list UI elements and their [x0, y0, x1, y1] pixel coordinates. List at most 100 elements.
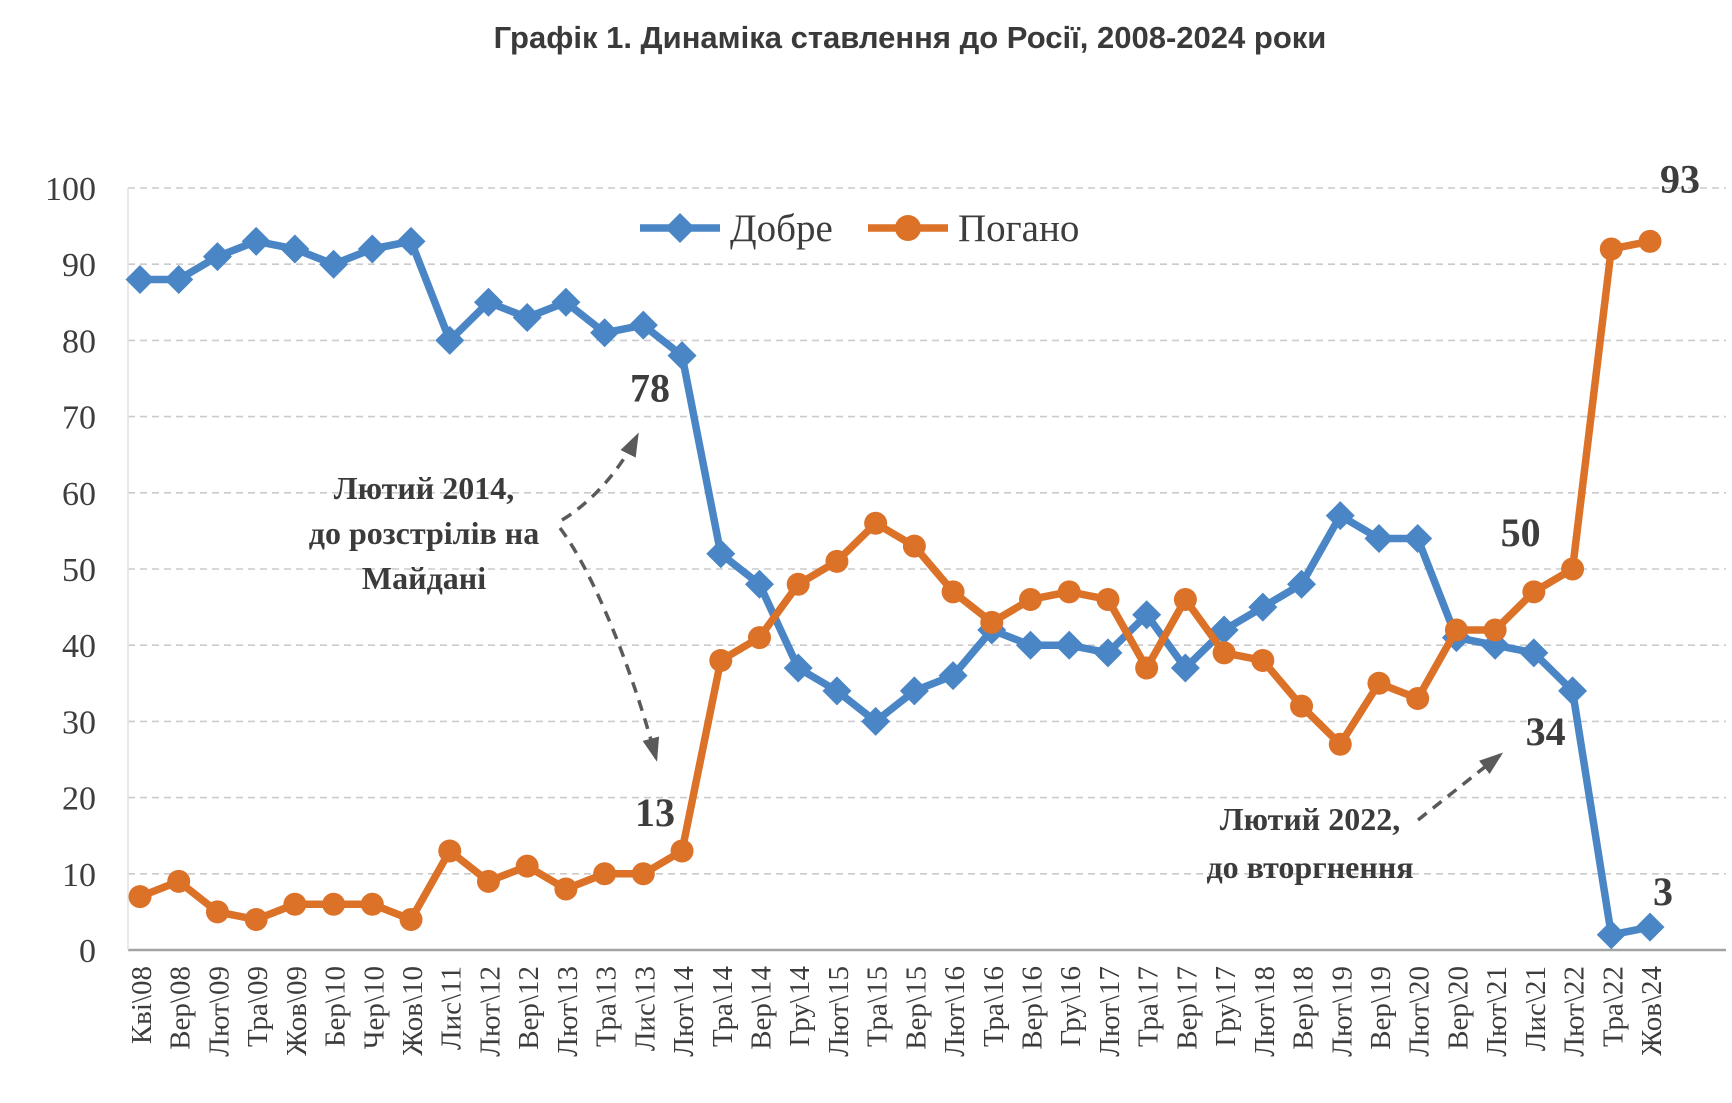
x-tick-label: Лис\21 — [1520, 966, 1552, 1051]
series-pohano-marker — [167, 869, 191, 893]
series-pohano-marker — [1367, 671, 1391, 695]
series-pohano-marker — [322, 892, 346, 916]
annotation-arrows — [558, 432, 1504, 822]
x-tick-label: Лис\11 — [436, 966, 468, 1050]
x-tick-label: Лют\16 — [939, 966, 971, 1057]
x-tick-label: Тра\17 — [1133, 966, 1165, 1047]
series-dobre-marker — [164, 264, 194, 294]
series-dobre-marker — [551, 287, 581, 317]
x-tick-label: Жов\24 — [1636, 966, 1668, 1056]
annotation-text: Лютий 2022, — [1220, 801, 1400, 837]
series-pohano-marker — [864, 511, 888, 535]
x-tick-label: Лют\19 — [1326, 966, 1358, 1057]
series-dobre-marker — [861, 706, 891, 736]
series-pohano-marker — [593, 862, 617, 886]
series-dobre-marker — [1132, 600, 1162, 630]
x-tick-label: Лют\18 — [1249, 966, 1281, 1057]
legend-circle-marker-icon — [895, 215, 921, 241]
series-pohano-marker — [1406, 687, 1430, 711]
x-tick-label: Тра\22 — [1597, 966, 1629, 1047]
x-tick-label: Вер\19 — [1365, 966, 1397, 1050]
series-dobre-marker — [1287, 569, 1317, 599]
series-dobre-marker — [319, 249, 349, 279]
series-pohano-marker — [476, 869, 500, 893]
series-pohano-marker — [1638, 229, 1662, 253]
x-tick-label: Вер\12 — [513, 966, 545, 1050]
series-pohano-marker — [786, 572, 810, 596]
series-dobre-marker — [706, 539, 736, 569]
series-dobre-marker — [241, 226, 271, 256]
series-dobre-marker — [1364, 524, 1394, 554]
x-tick-label: Жов\10 — [397, 966, 429, 1056]
y-tick-label: 40 — [62, 628, 96, 665]
series-dobre-line — [136, 237, 1654, 939]
x-tick-label: Жов\09 — [281, 966, 313, 1056]
series-pohano-marker — [283, 892, 307, 916]
axes — [127, 188, 1726, 952]
x-tick-label: Бер\10 — [320, 966, 352, 1047]
annotation-text: до вторгнення — [1206, 849, 1413, 885]
series-dobre-marker — [1596, 920, 1626, 950]
x-tick-label: Тра\16 — [978, 966, 1010, 1047]
series-pohano-marker — [244, 908, 268, 932]
series-dobre-marker — [1248, 592, 1278, 622]
series-pohano-marker — [128, 885, 152, 909]
x-tick-label: Лют\21 — [1481, 966, 1513, 1057]
series-pohano-marker — [825, 549, 849, 573]
y-tick-label: 0 — [79, 933, 96, 970]
series-pohano-marker — [1290, 694, 1314, 718]
x-tick-label: Вер\16 — [1017, 966, 1049, 1050]
x-tick-label: Вер\15 — [900, 966, 932, 1050]
x-tick-label: Вер\18 — [1288, 966, 1320, 1050]
series-pohano-marker — [438, 839, 462, 863]
series-pohano-marker — [1096, 587, 1120, 611]
series-pohano-line — [136, 237, 1654, 924]
x-tick-label: Лют\15 — [823, 966, 855, 1057]
series-pohano-marker — [1212, 641, 1236, 665]
x-tick-label: Тра\13 — [591, 966, 623, 1047]
x-tick-label: Лют\14 — [668, 966, 700, 1057]
annotation-text: Лютий 2014, — [334, 470, 514, 506]
x-tick-label: Лют\20 — [1404, 966, 1436, 1057]
x-tick-label: Лют\09 — [203, 966, 235, 1057]
y-tick-label: 90 — [62, 247, 96, 284]
legend-diamond-marker-icon — [665, 213, 695, 243]
annotation-text: Майдані — [362, 560, 486, 596]
series-pohano-marker — [1444, 618, 1468, 642]
y-tick-label: 80 — [62, 323, 96, 360]
series-dobre-marker — [1054, 630, 1084, 660]
series-pohano-marker — [399, 908, 423, 932]
point-value-label: 93 — [1660, 156, 1700, 201]
series-pohano-marker — [360, 892, 384, 916]
x-tick-label: Гру\14 — [784, 966, 816, 1047]
series-dobre-marker — [1093, 638, 1123, 668]
annotation-arrow — [558, 526, 660, 762]
x-tick-label: Тра\14 — [707, 966, 739, 1048]
series-pohano-marker — [747, 626, 771, 650]
series-pohano-marker — [1173, 587, 1197, 611]
series-dobre-marker — [1519, 638, 1549, 668]
series-dobre-marker — [744, 569, 774, 599]
legend: Добре Погано — [640, 207, 1079, 250]
x-tick-label: Гру\17 — [1210, 966, 1242, 1047]
y-tick-label: 60 — [62, 476, 96, 513]
point-value-label: 78 — [630, 366, 670, 411]
series — [125, 226, 1665, 950]
x-tick-label: Вер\08 — [165, 966, 197, 1050]
series-dobre-marker — [396, 226, 426, 256]
series-pohano-marker — [205, 900, 229, 924]
annotations: Лютий 2014, до розстрілів на Майдані Лютий … — [309, 470, 1414, 885]
x-tick-label: Лют\17 — [1094, 966, 1126, 1057]
x-tick-label: Гру\16 — [1055, 966, 1087, 1047]
series-pohano-marker — [1057, 580, 1081, 604]
legend-label: Добре — [730, 207, 833, 250]
legend-label: Погано — [958, 207, 1079, 250]
y-tick-label: 20 — [62, 781, 96, 818]
series-dobre-marker — [435, 325, 465, 355]
series-pohano-marker — [902, 534, 926, 558]
point-value-label: 34 — [1526, 709, 1566, 754]
point-value-labels: 78 13 34 50 93 3 — [630, 156, 1700, 914]
annotation-arrow — [1416, 752, 1504, 822]
series-pohano-marker — [1019, 587, 1043, 611]
